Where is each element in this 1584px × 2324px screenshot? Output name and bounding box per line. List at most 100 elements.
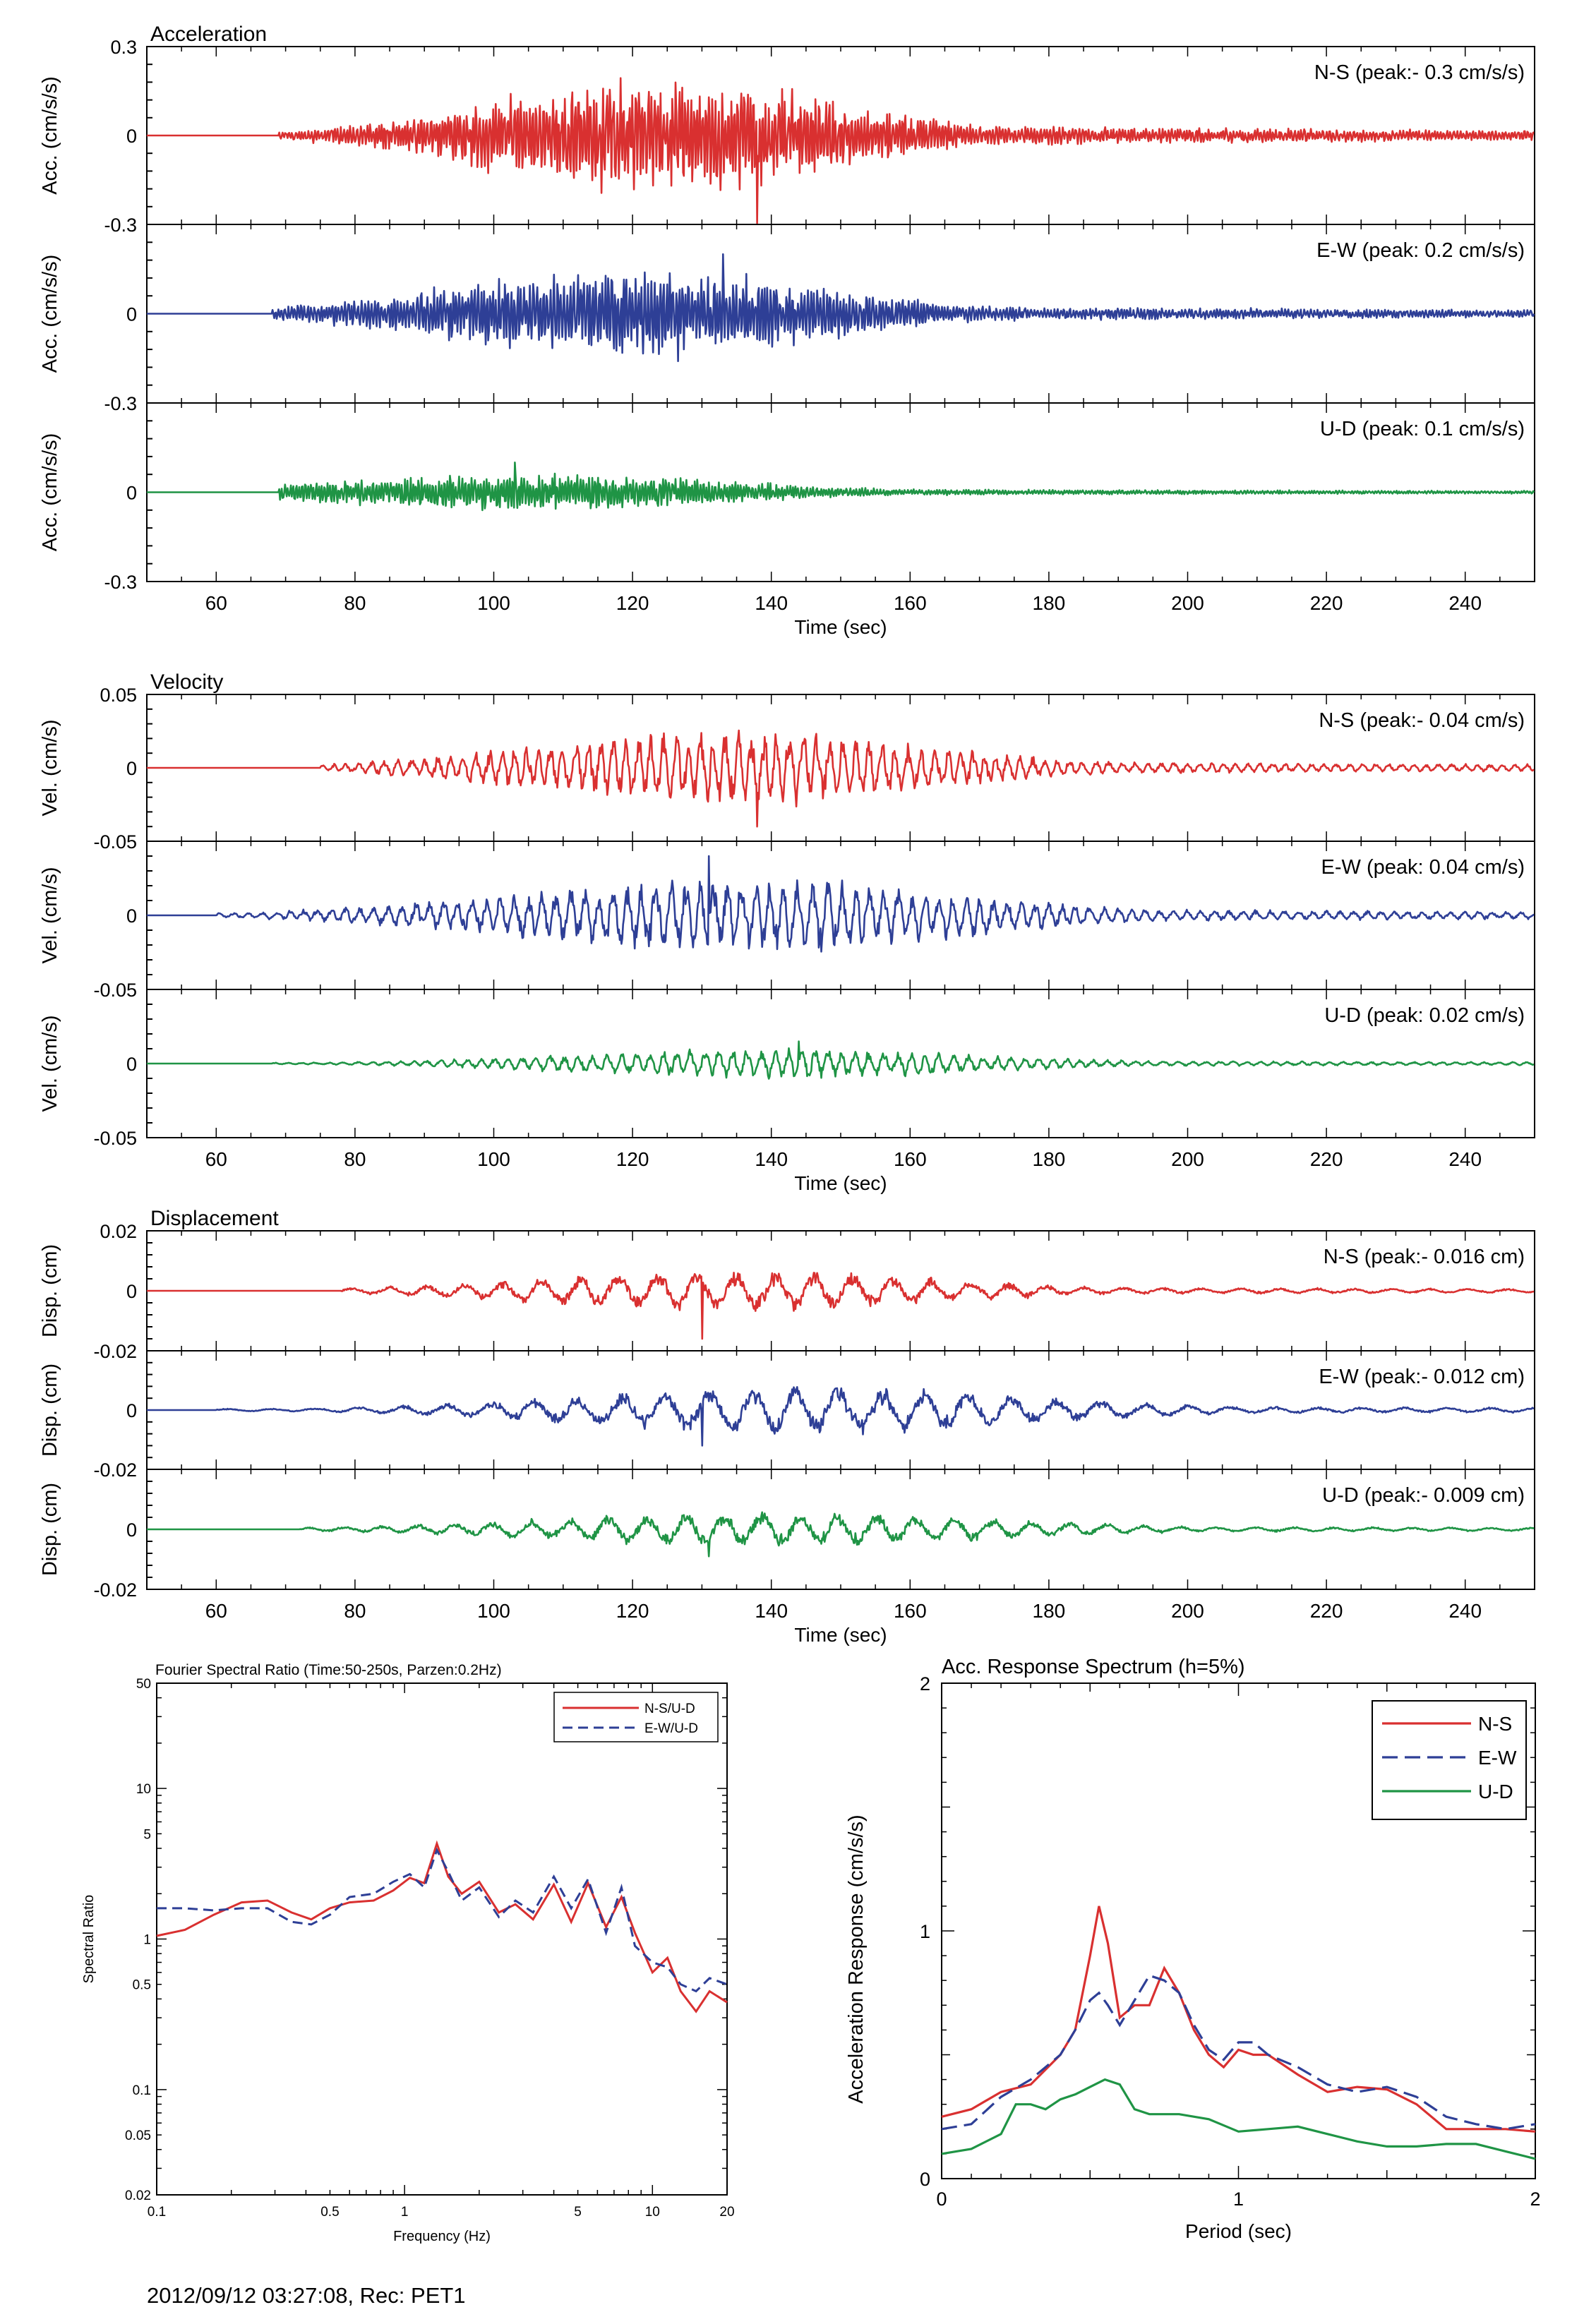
x-tick-label: 200 <box>1171 592 1204 614</box>
chart-title: Fourier Spectral Ratio (Time:50-250s, Pa… <box>155 1662 502 1678</box>
trace-label: E-W (peak: 0.2 cm/s/s) <box>1316 239 1525 262</box>
x-tick-label: 10 <box>645 2205 660 2220</box>
y-tick-label: 0.02 <box>125 2188 151 2203</box>
chart-title: Acc. Response Spectrum (h=5%) <box>942 1656 1245 1678</box>
x-tick-label: 200 <box>1171 1600 1204 1622</box>
x-axis-label: Time (sec) <box>794 1172 887 1194</box>
y-tick-label: -0.02 <box>93 1341 137 1362</box>
acc-response-spectrum-chart: 0 1 2 0 1 2 Acc. Response Spectrum (h=5%) Perio… <box>845 1656 1541 2242</box>
trace-label: U-D (peak: 0.02 cm/s) <box>1324 1004 1525 1027</box>
x-tick-label: 5 <box>574 2205 582 2220</box>
y-axis-label: Acc. (cm/s/s) <box>39 433 61 552</box>
x-tick-label: 240 <box>1448 592 1482 614</box>
time-group-acceleration: Acceleration 0.3 0 -0.3 Acc. (cm/s/s) N-S (pe… <box>39 23 1535 638</box>
trace-panel-ns: 0.3 0 -0.3 Acc. (cm/s/s) N-S (peak:- 0.3 cm/… <box>39 37 1535 236</box>
footer-timestamp: 2012/09/12 03:27:08, Rec: PET1 <box>147 2283 466 2308</box>
x-tick-label: 160 <box>894 1148 927 1170</box>
plot-frame <box>156 1682 728 2196</box>
trace-panel-ud: 0 -0.02 Disp. (cm) U-D (peak:- 0.009 cm) <box>39 1469 1535 1601</box>
x-axis-label: Time (sec) <box>794 1624 887 1646</box>
legend-box <box>553 1692 719 1742</box>
waveform-ew <box>146 1386 1535 1447</box>
x-axis-label: Period (sec) <box>1185 2220 1292 2242</box>
trace-panel-ew: 0 -0.02 Disp. (cm) E-W (peak:- 0.012 cm) <box>39 1350 1535 1481</box>
y-tick-label: 0.02 <box>100 1221 137 1242</box>
x-tick-label: 0.1 <box>148 2205 166 2220</box>
y-tick-label: 50 <box>136 1677 151 1692</box>
y-axis-label: Disp. (cm) <box>39 1483 61 1576</box>
x-axis-label: Time (sec) <box>794 616 887 638</box>
y-tick-label: -0.3 <box>104 393 137 414</box>
x-tick-label: 240 <box>1448 1148 1482 1170</box>
legend-label: N-S <box>1478 1713 1512 1735</box>
y-axis-label: Vel. (cm/s) <box>39 867 61 964</box>
waveform-ns <box>146 77 1535 224</box>
waveform-ew <box>146 253 1535 362</box>
y-tick-label: 0.1 <box>133 2083 151 2098</box>
x-tick-label: 80 <box>344 592 366 614</box>
y-tick-label: 0.05 <box>125 2129 151 2143</box>
y-tick-label: 2 <box>920 1673 930 1694</box>
x-axis-label: Frequency (Hz) <box>393 2229 491 2244</box>
fourier-spectral-ratio-chart: 0.1 0.5 1 5 10 20 50 10 5 1 0.5 0.1 0.05 0.02 Fourier … <box>81 1662 735 2244</box>
trace-label: N-S (peak:- 0.016 cm) <box>1324 1246 1525 1268</box>
y-tick-label: 0 <box>920 2169 930 2190</box>
y-axis-label: Disp. (cm) <box>39 1363 61 1457</box>
waveform-ud <box>146 462 1535 512</box>
x-tick-label: 0 <box>936 2188 947 2210</box>
waveform-ns <box>146 1272 1535 1340</box>
y-axis-label: Acc. (cm/s/s) <box>39 76 61 195</box>
trace-panel-ns: 0.02 0 -0.02 Disp. (cm) N-S (peak:- 0.016 cm… <box>39 1221 1535 1362</box>
y-tick-label: -0.3 <box>104 215 137 236</box>
y-tick-label: 0 <box>126 1054 137 1075</box>
x-tick-label: 60 <box>205 1600 227 1622</box>
x-tick-label: 120 <box>616 1600 649 1622</box>
legend-label: U-D <box>1478 1781 1513 1802</box>
y-tick-label: -0.05 <box>93 980 137 1001</box>
legend-box <box>1372 1700 1527 1820</box>
x-tick-label: 100 <box>477 1148 510 1170</box>
y-tick-label: 1 <box>143 1933 151 1948</box>
trace-label: N-S (peak:- 0.3 cm/s/s) <box>1314 61 1525 84</box>
x-tick-label: 1 <box>401 2205 409 2220</box>
x-tick-label: 220 <box>1310 1600 1343 1622</box>
waveform-ud <box>146 1511 1535 1558</box>
x-tick-label: 180 <box>1033 1600 1066 1622</box>
y-tick-label: 0 <box>126 126 137 147</box>
x-tick-label: 60 <box>205 1148 227 1170</box>
y-tick-label: 0 <box>126 483 137 504</box>
waveform-ud <box>146 1040 1535 1080</box>
trace-panel-ns: 0.05 0 -0.05 Vel. (cm/s) N-S (peak:- 0.04 cm… <box>39 685 1535 853</box>
group-title: Displacement <box>150 1207 279 1230</box>
series-line-ud <box>941 2078 1536 2160</box>
x-tick-label: 100 <box>477 1600 510 1622</box>
x-tick-label: 60 <box>205 592 227 614</box>
y-tick-label: 1 <box>920 1921 930 1942</box>
y-tick-label: 0.5 <box>133 1978 151 1993</box>
waveform-ns <box>146 729 1535 828</box>
x-tick-label: 140 <box>755 592 788 614</box>
trace-panel-ud: 0 -0.3 Acc. (cm/s/s) U-D (peak: 0.1 cm/s/s) <box>39 402 1535 593</box>
x-tick-label: 1 <box>1233 2188 1244 2210</box>
y-tick-label: 10 <box>136 1782 151 1797</box>
x-tick-label: 140 <box>755 1148 788 1170</box>
x-tick-label: 100 <box>477 592 510 614</box>
y-tick-label: -0.05 <box>93 831 137 853</box>
y-tick-label: 0 <box>126 1400 137 1421</box>
x-tick-label: 120 <box>616 592 649 614</box>
y-axis-label: Vel. (cm/s) <box>39 720 61 817</box>
y-tick-label: 0.05 <box>100 685 137 706</box>
time-history-panels: Acceleration 0.3 0 -0.3 Acc. (cm/s/s) N-S (pe… <box>39 23 1535 1646</box>
y-axis-label: Acc. (cm/s/s) <box>39 255 61 373</box>
trace-panel-ew: 0 -0.05 Vel. (cm/s) E-W (peak: 0.04 cm/s) <box>39 841 1535 1001</box>
series-line-ns <box>156 1840 728 2013</box>
series-line-ns <box>941 1905 1536 2133</box>
x-tick-label: 240 <box>1448 1600 1482 1622</box>
time-group-displacement: Displacement 0.02 0 -0.02 Disp. (cm) N-S (pea… <box>39 1207 1535 1646</box>
y-tick-label: 0 <box>126 758 137 779</box>
waveform-ew <box>146 855 1535 953</box>
x-tick-label: 80 <box>344 1600 366 1622</box>
group-title: Velocity <box>150 670 223 694</box>
y-tick-label: 0 <box>126 304 137 325</box>
